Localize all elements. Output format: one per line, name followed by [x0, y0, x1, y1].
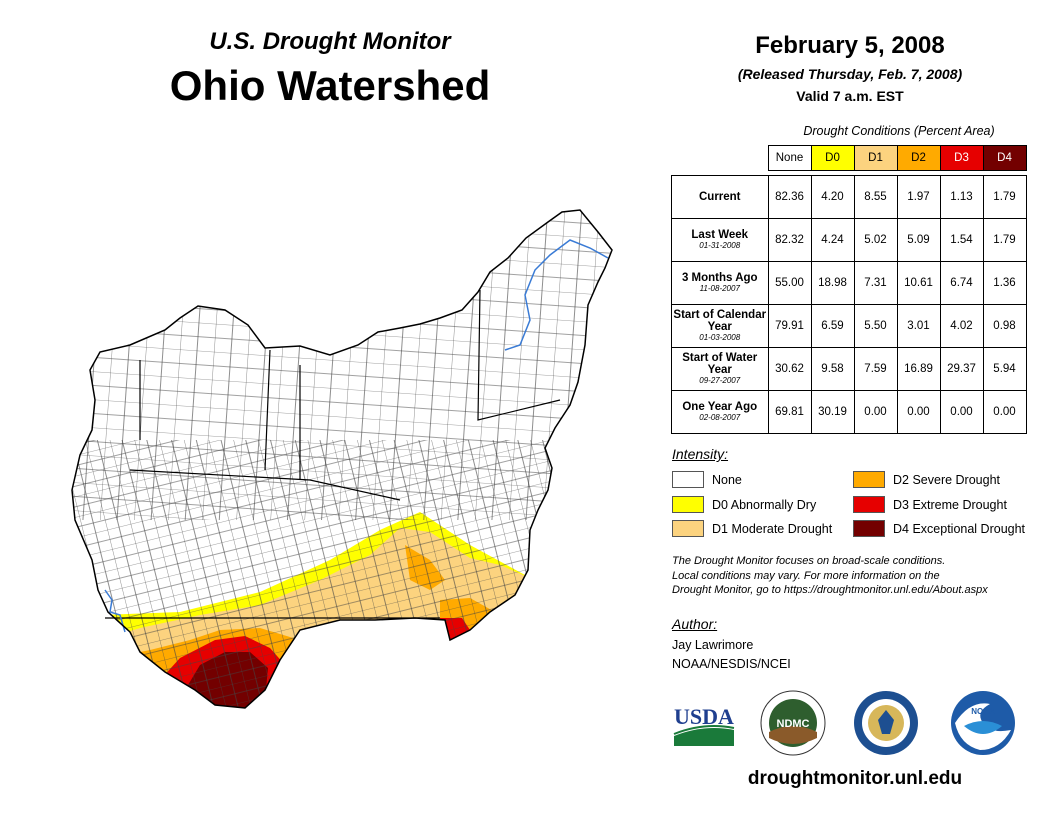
cell-d4: 5.94	[982, 347, 1027, 391]
row-label: Last Week 01-31-2008	[671, 218, 769, 262]
map-subtitle: U.S. Drought Monitor	[209, 28, 451, 55]
cell-none: 30.62	[767, 347, 812, 391]
legend-item-d3: D3 Extreme Drought	[853, 496, 1007, 513]
drought-conditions-table: None D0 D1 D2 D3 D4 Current 82.36 4.20 8…	[671, 145, 1027, 434]
cell-d0: 4.24	[810, 218, 855, 262]
legend-swatch	[672, 520, 704, 537]
col-header-d3: D3	[939, 145, 984, 171]
cell-d0: 30.19	[810, 390, 855, 434]
watershed-map	[71, 209, 613, 709]
cell-none: 55.00	[767, 261, 812, 305]
col-header-d2: D2	[896, 145, 941, 171]
cell-d1: 8.55	[853, 175, 898, 219]
note-line: The Drought Monitor focuses on broad-sca…	[672, 555, 946, 567]
cell-d4: 1.79	[982, 218, 1027, 262]
noaa-logo-icon: NOAA	[951, 691, 1015, 755]
legend-swatch	[853, 520, 885, 537]
legend-swatch	[853, 496, 885, 513]
table-row: Last Week 01-31-2008 82.32 4.24 5.02 5.09…	[671, 218, 1027, 262]
map-title: Ohio Watershed	[169, 62, 491, 109]
cell-d2: 10.61	[896, 261, 941, 305]
legend-label: D1 Moderate Drought	[712, 521, 833, 536]
disclaimer-note: The Drought Monitor focuses on broad-sca…	[672, 554, 1042, 598]
legend-swatch	[853, 471, 885, 488]
cell-none: 69.81	[767, 390, 812, 434]
website-url[interactable]: droughtmonitor.unl.edu	[747, 768, 963, 789]
cell-d3: 4.02	[939, 304, 984, 348]
cell-d1: 5.50	[853, 304, 898, 348]
cell-d4: 1.79	[982, 175, 1027, 219]
ndmc-logo-text: NDMC	[777, 718, 810, 730]
cell-d3: 0.00	[939, 390, 984, 434]
legend-item-d0: D0 Abnormally Dry	[672, 496, 816, 513]
table-row: One Year Ago 02-08-2007 69.81 30.19 0.00 …	[671, 390, 1027, 434]
legend-label: D3 Extreme Drought	[893, 497, 1007, 512]
cell-d3: 1.13	[939, 175, 984, 219]
legend-title: Intensity:	[672, 446, 729, 462]
legend-label: None	[712, 472, 742, 487]
col-header-none: None	[767, 145, 812, 171]
cell-d4: 0.00	[982, 390, 1027, 434]
map-date: February 5, 2008	[755, 32, 945, 59]
table-corner	[672, 146, 769, 171]
cell-none: 82.36	[767, 175, 812, 219]
col-header-d0: D0	[810, 145, 855, 171]
row-label: Start of Calendar Year 01-03-2008	[671, 304, 769, 348]
author-organization: NOAA/NESDIS/NCEI	[672, 657, 791, 671]
row-label: 3 Months Ago 11-08-2007	[671, 261, 769, 305]
cell-d2: 1.97	[896, 175, 941, 219]
cell-d3: 1.54	[939, 218, 984, 262]
legend-item-d1: D1 Moderate Drought	[672, 520, 832, 537]
table-row: Current 82.36 4.20 8.55 1.97 1.13 1.79	[671, 175, 1027, 219]
valid-time: Valid 7 a.m. EST	[796, 88, 904, 104]
cell-d1: 7.31	[853, 261, 898, 305]
col-header-d1: D1	[853, 145, 898, 171]
ndmc-logo-icon: NDMC	[760, 690, 826, 756]
table-row: Start of Calendar Year 01-03-2008 79.91 6…	[671, 304, 1027, 348]
row-label: Start of Water Year 09-27-2007	[671, 347, 769, 391]
usda-logo-icon: USDA	[673, 704, 735, 746]
legend-label: D2 Severe Drought	[893, 472, 1001, 487]
release-date: (Released Thursday, Feb. 7, 2008)	[737, 66, 963, 82]
legend-label: D0 Abnormally Dry	[712, 497, 817, 512]
cell-d2: 5.09	[896, 218, 941, 262]
cell-d4: 0.98	[982, 304, 1027, 348]
row-label: One Year Ago 02-08-2007	[671, 390, 769, 434]
cell-d0: 9.58	[810, 347, 855, 391]
cell-d2: 16.89	[896, 347, 941, 391]
legend-item-d4: D4 Exceptional Drought	[853, 520, 1025, 537]
note-line: Local conditions may vary. For more info…	[672, 569, 940, 582]
cell-d0: 18.98	[810, 261, 855, 305]
cell-d2: 3.01	[896, 304, 941, 348]
cell-none: 82.32	[767, 218, 812, 262]
noaa-logo-text: NOAA	[971, 707, 995, 716]
cell-d2: 0.00	[896, 390, 941, 434]
commerce-seal-icon	[854, 691, 918, 755]
note-line: Drought Monitor, go to https://droughtmo…	[672, 584, 988, 596]
usda-logo-text: USDA	[674, 704, 734, 729]
row-label: Current	[671, 175, 769, 219]
cell-d1: 7.59	[853, 347, 898, 391]
author-name: Jay Lawrimore	[672, 638, 754, 652]
legend-item-d2: D2 Severe Drought	[853, 471, 1000, 488]
cell-d0: 4.20	[810, 175, 855, 219]
author-heading: Author:	[672, 616, 718, 632]
cell-d3: 6.74	[939, 261, 984, 305]
legend-swatch	[672, 471, 704, 488]
table-row: 3 Months Ago 11-08-2007 55.00 18.98 7.31 …	[671, 261, 1027, 305]
table-caption: Drought Conditions (Percent Area)	[803, 124, 995, 138]
cell-d1: 0.00	[853, 390, 898, 434]
legend-item-none: None	[672, 471, 742, 488]
cell-d4: 1.36	[982, 261, 1027, 305]
cell-d1: 5.02	[853, 218, 898, 262]
legend-swatch	[672, 496, 704, 513]
col-header-d4: D4	[982, 145, 1027, 171]
cell-none: 79.91	[767, 304, 812, 348]
cell-d0: 6.59	[810, 304, 855, 348]
legend-label: D4 Exceptional Drought	[893, 521, 1026, 536]
table-row: Start of Water Year 09-27-2007 30.62 9.58…	[671, 347, 1027, 391]
cell-d3: 29.37	[939, 347, 984, 391]
